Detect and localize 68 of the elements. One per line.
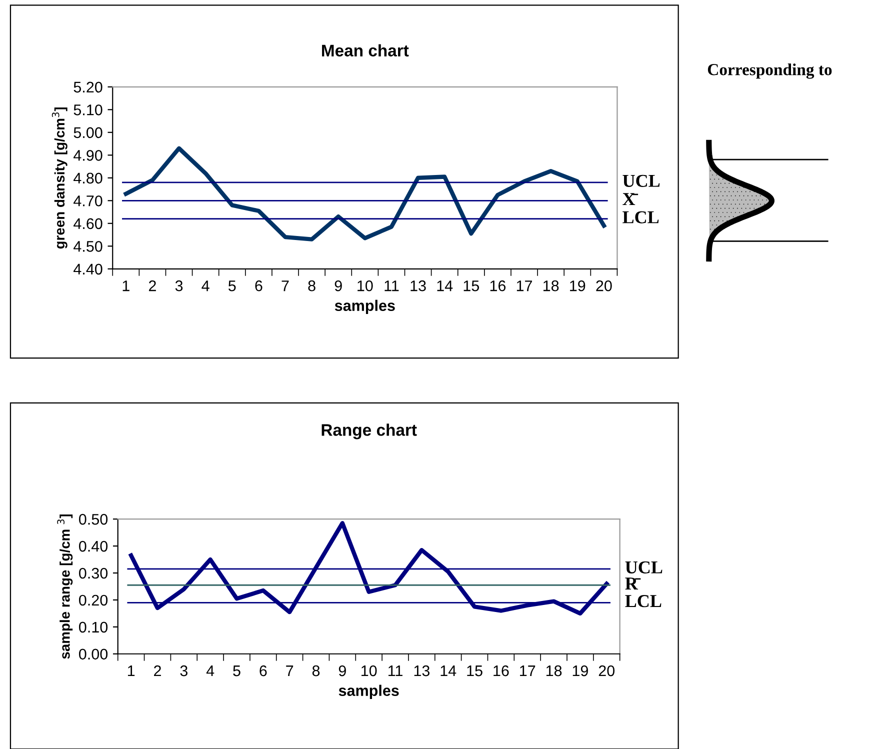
- y-axis-title: sample range [g/cm $^{3}$]: [57, 514, 73, 659]
- ref-line-label: R̄: [625, 578, 641, 590]
- y-tick-label: 0.20: [79, 594, 108, 606]
- x-tick-label: 15: [464, 280, 479, 292]
- y-tick-label: 4.40: [74, 264, 102, 275]
- y-tick-label: 4.90: [74, 150, 102, 161]
- x-tick-label: 16: [490, 280, 506, 292]
- x-tick-label: 18: [543, 280, 559, 292]
- x-tick-label: 14: [437, 280, 453, 292]
- x-tick-label: 9: [334, 280, 342, 292]
- y-tick-label: 4.60: [74, 218, 102, 230]
- ref-line-label: UCL: [622, 174, 660, 187]
- y-tick-label: 4.80: [74, 172, 102, 184]
- x-tick-label: 20: [598, 665, 615, 676]
- x-tick-label: 1: [128, 666, 135, 676]
- x-tick-label: 14: [440, 666, 456, 676]
- ref-line-label: X̄: [622, 193, 638, 205]
- x-tick-label: 10: [362, 665, 377, 676]
- line-series: [128, 521, 609, 616]
- ref-line-label: LCL: [625, 595, 662, 608]
- x-tick-label: 17: [516, 280, 532, 292]
- x-tick-label: 2: [148, 280, 156, 292]
- x-tick-label: 8: [308, 280, 316, 292]
- ref-line-label: UCL: [625, 561, 662, 574]
- y-tick-label: 4.70: [74, 196, 102, 206]
- x-tick-label: 7: [286, 666, 294, 676]
- x-tick-label: 8: [312, 665, 320, 676]
- text: Corresponding to: [708, 64, 832, 79]
- x-tick-label: 13: [410, 280, 426, 292]
- x-tick-label: 5: [233, 666, 240, 676]
- y-tick-label: 5.00: [74, 127, 102, 138]
- x-tick-label: 2: [154, 665, 161, 676]
- x-axis-title: samples: [334, 300, 395, 314]
- x-tick-label: 4: [206, 666, 214, 676]
- x-axis-title: samples: [338, 684, 399, 700]
- y-tick-label: 0.10: [79, 622, 108, 633]
- x-tick-label: 4: [202, 280, 210, 292]
- x-tick-label: 19: [570, 280, 586, 292]
- x-tick-label: 3: [180, 665, 188, 676]
- chart-title: Mean chart: [322, 44, 409, 56]
- y-tick-label: 5.10: [74, 104, 102, 116]
- x-tick-label: 7: [282, 280, 289, 292]
- x-tick-label: 17: [520, 666, 536, 676]
- x-tick-label: 9: [338, 665, 346, 676]
- y-tick-label: 4.50: [74, 241, 102, 252]
- y-axis-title: green dansity [g/cm$^{3}$]: [52, 107, 68, 249]
- y-tick-label: 0.30: [79, 568, 108, 579]
- x-tick-label: 11: [388, 666, 402, 676]
- x-tick-label: 16: [494, 665, 509, 676]
- x-tick-label: 13: [414, 665, 430, 676]
- y-tick-label: 0.40: [79, 540, 108, 552]
- x-tick-label: 18: [546, 665, 562, 676]
- y-tick-label: 5.20: [74, 82, 102, 93]
- y-tick-label: 0.50: [79, 514, 108, 525]
- x-tick-label: 10: [358, 280, 373, 292]
- chart-title: Range chart: [322, 424, 417, 440]
- x-tick-label: 1: [122, 280, 130, 292]
- x-tick-label: 15: [467, 666, 482, 676]
- x-tick-label: 5: [228, 280, 236, 292]
- line-series: [124, 146, 606, 242]
- x-tick-label: 6: [255, 280, 262, 292]
- x-tick-label: 6: [260, 665, 267, 676]
- x-tick-label: 20: [596, 280, 612, 292]
- x-tick-label: 11: [384, 280, 399, 292]
- ref-line-label: LCL: [622, 211, 659, 224]
- x-tick-label: 19: [572, 665, 588, 676]
- x-tick-label: 3: [175, 280, 183, 292]
- y-tick-label: 0.00: [79, 648, 108, 660]
